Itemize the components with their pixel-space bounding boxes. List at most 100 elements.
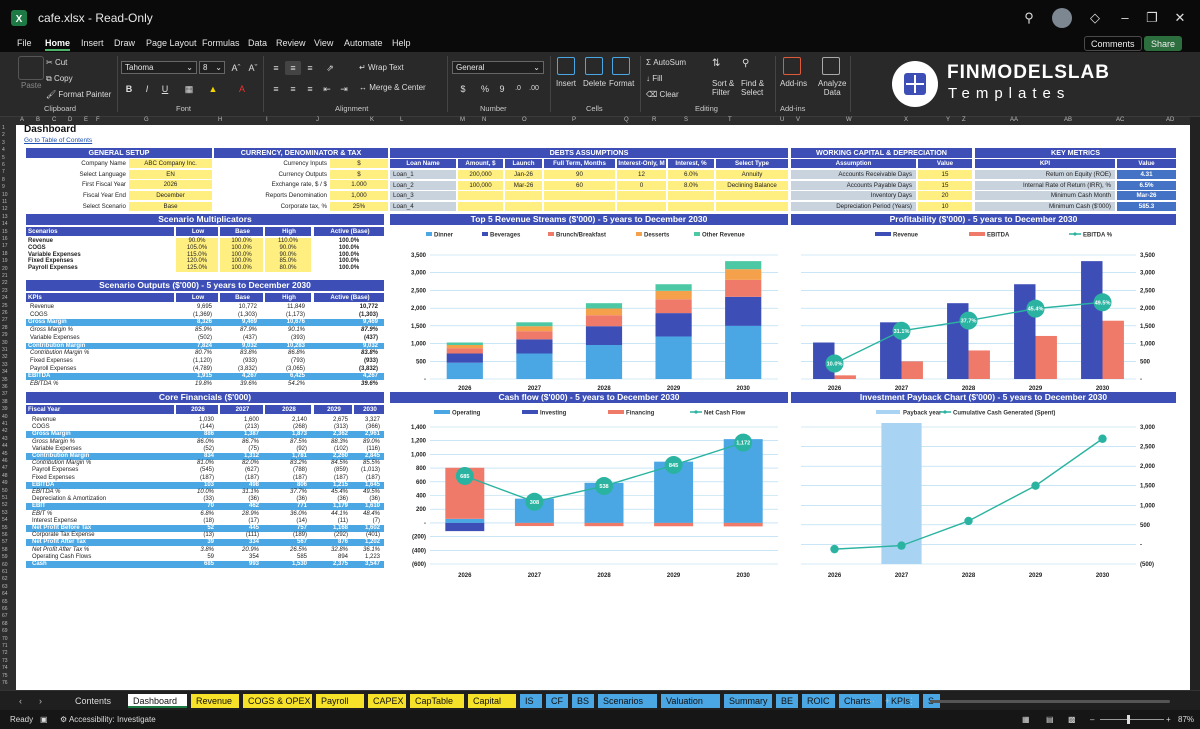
sheet-tab-cogs-opex[interactable]: COGS & OPEX xyxy=(243,694,312,708)
menu-data[interactable]: Data xyxy=(248,38,268,48)
row-header[interactable]: 62 xyxy=(2,576,8,583)
currency-value[interactable]: $ xyxy=(330,169,388,179)
row-header[interactable]: 46 xyxy=(2,458,8,464)
row-header[interactable]: 60 xyxy=(2,561,8,568)
page-break-icon[interactable]: ▩ xyxy=(1068,715,1076,724)
row-header[interactable]: 66 xyxy=(2,606,8,612)
column-header[interactable]: N xyxy=(482,117,487,123)
column-header[interactable]: T xyxy=(728,117,732,123)
row-header[interactable]: 42 xyxy=(2,428,8,435)
row-header[interactable]: 68 xyxy=(2,620,8,627)
row-header[interactable]: 50 xyxy=(2,487,8,494)
underline-icon[interactable]: U xyxy=(161,84,169,94)
row-header[interactable]: 14 xyxy=(2,221,8,228)
clear-button[interactable]: ⌫ Clear xyxy=(646,90,679,99)
row-header[interactable]: 69 xyxy=(2,628,8,635)
loan-value[interactable]: 90 xyxy=(544,170,615,179)
row-header[interactable]: 52 xyxy=(2,502,8,509)
column-header[interactable]: V xyxy=(796,117,801,123)
menu-help[interactable]: Help xyxy=(392,38,411,48)
row-header[interactable]: 61 xyxy=(2,569,8,575)
row-header[interactable]: 40 xyxy=(2,413,8,420)
column-header[interactable]: F xyxy=(96,117,100,123)
sheet-tab-summary[interactable]: Summary xyxy=(724,694,772,708)
column-header[interactable]: Y xyxy=(946,117,951,123)
column-header[interactable]: C xyxy=(52,117,57,123)
zoom-slider[interactable] xyxy=(1100,715,1164,724)
row-header[interactable]: 39 xyxy=(2,406,8,413)
horizontal-scrollbar[interactable] xyxy=(930,700,1170,703)
menu-formulas[interactable]: Formulas xyxy=(202,38,240,48)
row-header[interactable]: 59 xyxy=(2,554,8,561)
setup-value[interactable]: ABC Company Inc. xyxy=(129,159,212,168)
column-header[interactable]: S xyxy=(684,117,689,123)
sheet-tab-is[interactable]: IS xyxy=(520,694,542,708)
row-header[interactable]: 21 xyxy=(2,273,8,279)
menu-home[interactable]: Home xyxy=(45,38,71,51)
wc-value[interactable]: 20 xyxy=(918,191,972,201)
scenario-multiplier[interactable]: 105.0% xyxy=(176,244,218,252)
scenario-multiplier[interactable]: 90.0% xyxy=(176,238,218,245)
row-header[interactable]: 36 xyxy=(2,384,8,390)
row-header[interactable]: 74 xyxy=(2,665,8,672)
row-header[interactable]: 26 xyxy=(2,310,8,316)
row-header[interactable]: 76 xyxy=(2,680,8,686)
loan-value[interactable]: 0 xyxy=(617,180,666,190)
menu-insert[interactable]: Insert xyxy=(81,38,104,48)
fill-button[interactable]: ↓ Fill xyxy=(646,74,663,83)
column-header[interactable]: L xyxy=(400,117,404,123)
decrease-indent-icon[interactable]: ⇤ xyxy=(323,84,331,94)
format-button[interactable]: Format xyxy=(609,79,635,88)
loan-value[interactable]: 8.0% xyxy=(668,180,714,190)
search-icon[interactable]: ⚲ xyxy=(1024,10,1034,25)
autosum-button[interactable]: Σ AutoSum xyxy=(646,58,687,67)
column-header[interactable]: H xyxy=(218,117,223,123)
align-top-icon[interactable]: ≡ xyxy=(273,63,279,73)
scenario-multiplier[interactable]: 125.0% xyxy=(176,265,218,272)
scenario-multiplier[interactable]: 85.0% xyxy=(265,258,311,266)
row-header[interactable]: 20 xyxy=(2,265,8,272)
row-header[interactable]: 51 xyxy=(2,495,8,501)
column-header[interactable]: X xyxy=(904,117,909,123)
row-header[interactable]: 41 xyxy=(2,421,8,427)
setup-value[interactable]: Base xyxy=(129,201,212,211)
column-header[interactable]: I xyxy=(266,117,268,123)
sheet-tab-contents[interactable]: Contents xyxy=(75,696,112,706)
row-header[interactable]: 16 xyxy=(2,236,8,242)
sheet-tab-be[interactable]: BE xyxy=(776,694,798,708)
comma-icon[interactable]: 9 xyxy=(499,84,505,94)
scenario-multiplier[interactable]: 90.0% xyxy=(265,244,311,252)
loan-value[interactable]: Declining Balance xyxy=(716,180,788,190)
zoom-level[interactable]: 87% xyxy=(1178,715,1195,724)
zoom-out-icon[interactable]: – xyxy=(1090,715,1095,724)
wc-value[interactable]: 15 xyxy=(918,180,972,190)
align-middle-icon[interactable]: ≡ xyxy=(285,61,301,75)
minimize-icon[interactable]: – xyxy=(1121,10,1129,25)
column-header[interactable]: W xyxy=(846,117,852,123)
borders-icon[interactable]: ▦ xyxy=(184,84,194,94)
loan-value[interactable] xyxy=(668,202,714,212)
column-header[interactable]: D xyxy=(68,117,73,123)
copy-button[interactable]: ⧉ Copy xyxy=(46,74,73,83)
font-color-icon[interactable]: A xyxy=(238,84,245,94)
decrease-decimal-icon[interactable]: .00 xyxy=(529,85,539,92)
row-header[interactable]: 70 xyxy=(2,635,8,642)
row-header[interactable]: 72 xyxy=(2,650,8,657)
restore-icon[interactable]: ❐ xyxy=(1146,10,1158,25)
row-header[interactable]: 43 xyxy=(2,435,8,442)
loan-value[interactable]: 12 xyxy=(617,170,666,179)
column-header[interactable]: R xyxy=(652,117,657,123)
currency-icon[interactable]: $ xyxy=(460,84,466,94)
currency-value[interactable]: $ xyxy=(330,159,388,168)
toc-link[interactable]: Go to Table of Contents xyxy=(24,137,93,144)
column-header[interactable]: AD xyxy=(1166,117,1175,123)
increase-font-icon[interactable]: Aˆ xyxy=(231,63,241,73)
paste-button[interactable]: Paste xyxy=(21,81,42,90)
column-header[interactable]: Q xyxy=(624,117,629,123)
row-header[interactable]: 22 xyxy=(2,280,8,287)
row-header[interactable]: 1 xyxy=(2,125,5,131)
diamond-icon[interactable]: ◇ xyxy=(1090,10,1100,25)
row-header[interactable]: 49 xyxy=(2,480,8,487)
delete-button[interactable]: Delete xyxy=(583,79,607,88)
macro-icon[interactable]: ▣ xyxy=(40,715,48,724)
